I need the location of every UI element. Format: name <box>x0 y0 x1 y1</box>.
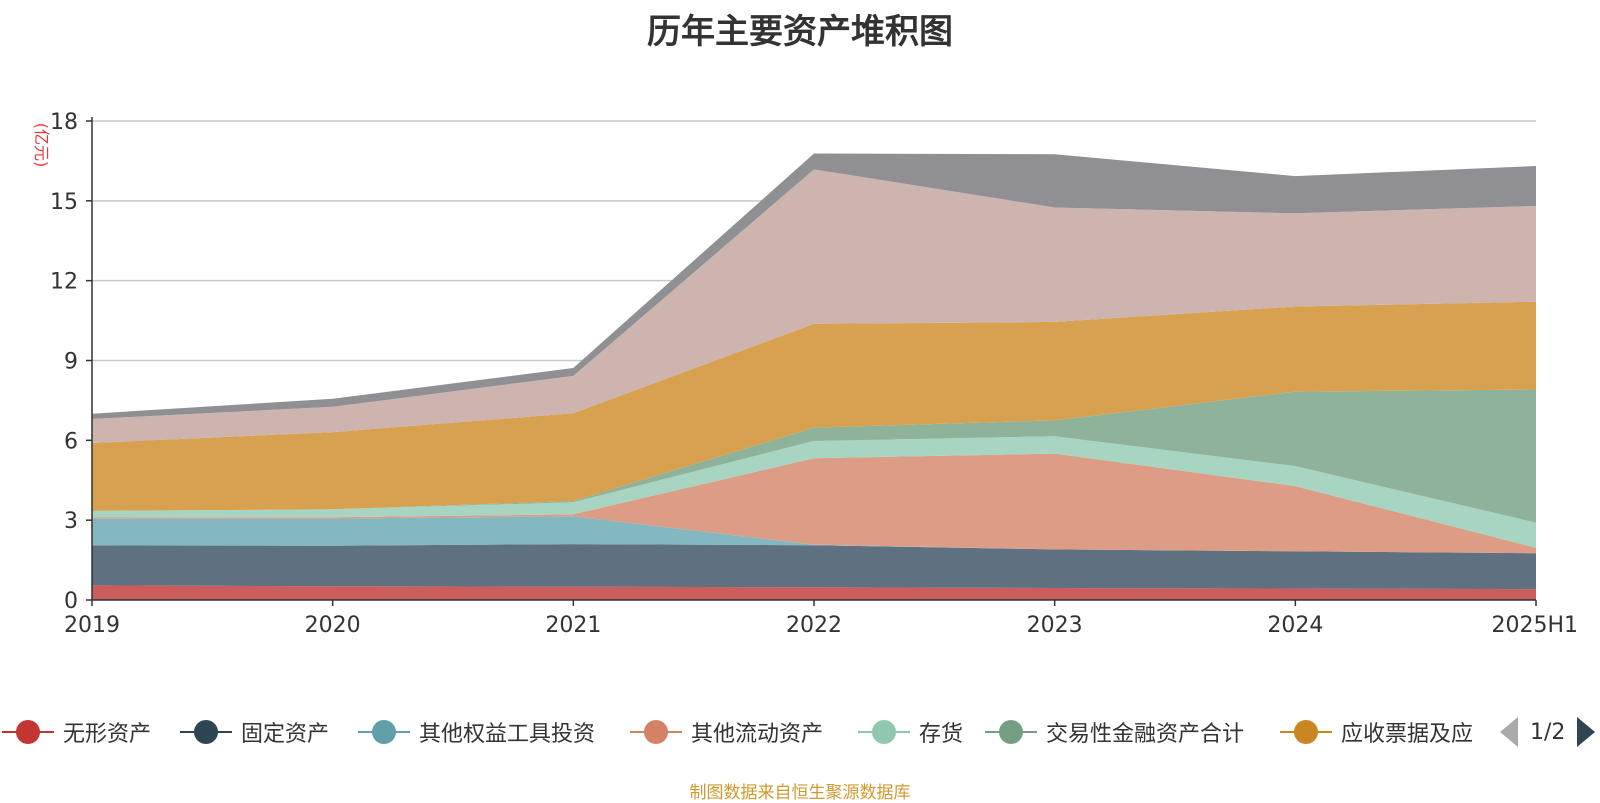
legend-marker-icon <box>858 718 910 746</box>
legend-marker-icon <box>985 718 1037 746</box>
legend-item[interactable]: 固定资产 <box>180 712 329 752</box>
axes: 0 3 6 9 12 15 18 2019 2020 2021 2022 2023 2024 2025H1 <box>50 110 1578 638</box>
area-series-7[interactable] <box>92 301 1536 511</box>
area-series-5[interactable] <box>92 436 1536 548</box>
legend-item[interactable]: 其他权益工具投资 <box>358 712 595 752</box>
y-tick-label: 6 <box>64 429 78 454</box>
legend-label: 应收票据及应 <box>1341 722 1474 747</box>
legend-item[interactable]: 存货 <box>858 712 963 752</box>
legend-label: 存货 <box>919 722 964 747</box>
x-tick-label: 2021 <box>545 613 601 638</box>
y-axis-unit-label: (亿元) <box>32 123 51 168</box>
stacked-areas <box>92 153 1536 600</box>
data-source-note: 制图数据来自恒生聚源数据库 <box>689 783 911 803</box>
legend: 无形资产 固定资产 其他权益工具投资 其他流动资产 存货 交易性金融资产合计 应收票据及应 1… <box>0 712 1600 752</box>
y-tick-label: 15 <box>50 190 78 215</box>
legend-label: 无形资产 <box>63 722 152 747</box>
legend-label: 交易性金融资产合计 <box>1046 722 1245 747</box>
area-series-2[interactable] <box>92 544 1536 590</box>
area-series-6[interactable] <box>92 389 1536 523</box>
legend-pager: 1/2 <box>1500 712 1596 752</box>
x-tick-label: 2020 <box>305 613 361 638</box>
legend-marker-icon <box>180 718 232 746</box>
area-series-9[interactable] <box>92 153 1536 420</box>
legend-page-indicator: 1/2 <box>1530 719 1566 745</box>
x-tick-label: 2024 <box>1267 613 1323 638</box>
legend-marker-icon <box>1280 718 1332 746</box>
area-series-8[interactable] <box>92 169 1536 443</box>
y-tick-label: 3 <box>64 509 78 534</box>
chart-title: 历年主要资产堆积图 <box>647 12 953 52</box>
legend-item[interactable]: 交易性金融资产合计 <box>985 712 1244 752</box>
y-tick-label: 9 <box>64 350 78 375</box>
triangle-right-icon[interactable] <box>1577 717 1596 747</box>
x-tick-label: 2022 <box>786 613 842 638</box>
triangle-left-icon[interactable] <box>1500 717 1518 747</box>
x-tick-label: 2019 <box>64 613 120 638</box>
legend-marker-icon <box>630 718 682 746</box>
legend-label: 其他流动资产 <box>691 722 824 747</box>
legend-item[interactable]: 应收票据及应 <box>1280 712 1473 752</box>
x-tick-label: 2023 <box>1027 613 1083 638</box>
y-tick-label: 0 <box>64 589 78 614</box>
legend-label: 其他权益工具投资 <box>419 722 596 747</box>
y-tick-label: 18 <box>50 110 78 135</box>
area-series-3[interactable] <box>92 516 1536 554</box>
y-tick-label: 12 <box>50 270 78 295</box>
x-tick-label: 2025H1 <box>1491 613 1578 638</box>
legend-marker-icon <box>358 718 410 746</box>
legend-item[interactable]: 无形资产 <box>2 712 151 752</box>
area-series-4[interactable] <box>92 453 1536 554</box>
legend-marker-icon <box>2 718 54 746</box>
legend-item[interactable]: 其他流动资产 <box>630 712 823 752</box>
area-series-1[interactable] <box>92 585 1536 600</box>
legend-label: 固定资产 <box>241 722 330 747</box>
